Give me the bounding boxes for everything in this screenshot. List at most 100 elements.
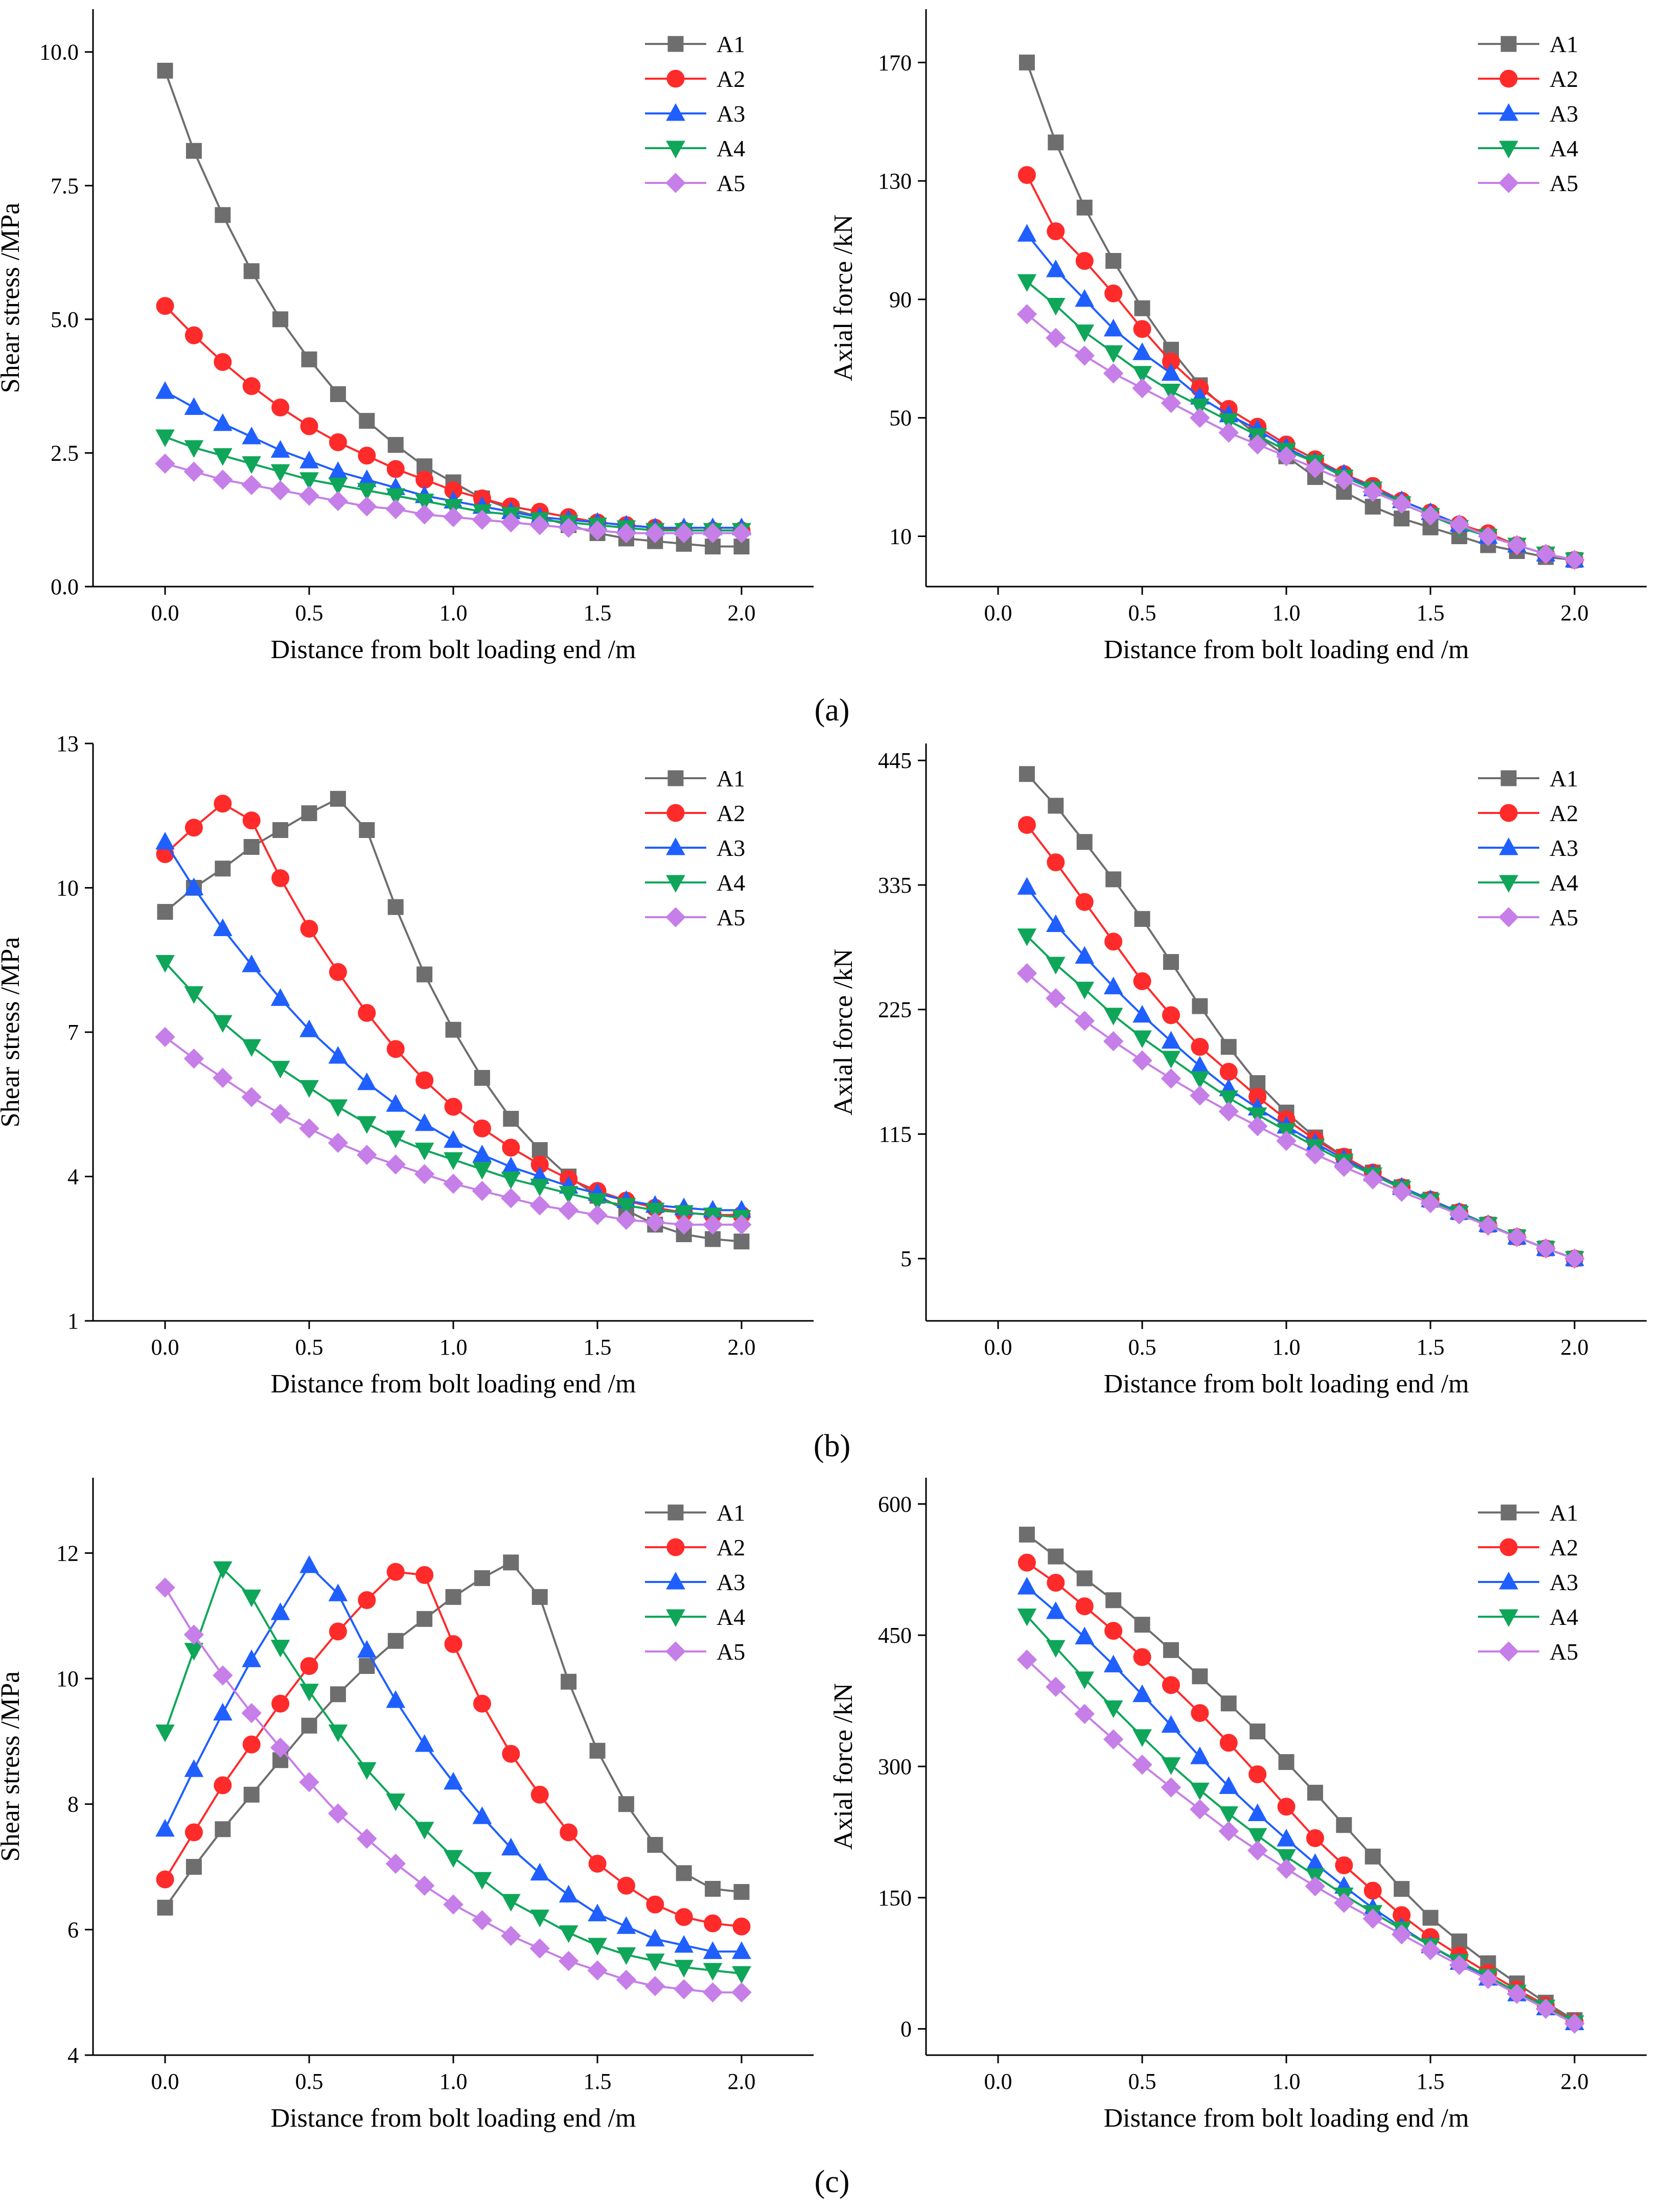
- data-point-A1: [272, 822, 289, 838]
- data-point-A2: [560, 1823, 578, 1842]
- x-tick-label: 0.5: [295, 1335, 323, 1360]
- legend-marker-A1: [1500, 770, 1517, 786]
- data-point-A4: [1017, 928, 1037, 946]
- data-point-A1: [157, 62, 173, 79]
- legend-marker-A4: [1499, 1609, 1518, 1627]
- data-point-A3: [1046, 1601, 1066, 1619]
- data-point-A3: [1103, 976, 1123, 994]
- data-point-A5: [1247, 1840, 1268, 1861]
- series-A5: [155, 1027, 752, 1235]
- data-point-A5: [1391, 1181, 1412, 1202]
- data-point-A2: [214, 795, 232, 813]
- data-point-A3: [732, 1941, 751, 1959]
- data-point-A1: [301, 1717, 317, 1734]
- data-point-A4: [530, 1910, 550, 1927]
- series-A5: [1016, 963, 1585, 1269]
- data-point-A1: [417, 966, 433, 983]
- data-point-A5: [1247, 434, 1268, 455]
- data-point-A5: [213, 1067, 233, 1088]
- data-point-A1: [1365, 1848, 1381, 1865]
- data-point-A5: [645, 1212, 665, 1232]
- data-point-A4: [328, 477, 348, 496]
- data-point-A1: [474, 1069, 490, 1086]
- data-point-A2: [329, 963, 347, 981]
- data-point-A2: [1191, 1704, 1209, 1722]
- data-point-A4: [328, 1099, 348, 1117]
- data-point-A5: [155, 453, 175, 474]
- data-point-A5: [443, 507, 464, 527]
- y-tick-label: 600: [878, 1492, 912, 1517]
- series-A1: [157, 1554, 750, 1916]
- legend-label-A2: A2: [717, 1534, 745, 1561]
- data-point-A1: [1048, 798, 1064, 814]
- y-axis-title: Shear stress /MPa: [0, 937, 25, 1128]
- data-point-A1: [1134, 911, 1150, 927]
- data-point-A5: [1305, 458, 1326, 478]
- data-point-A2: [1363, 1881, 1382, 1900]
- data-point-A1: [330, 386, 346, 402]
- data-point-A3: [155, 1819, 175, 1837]
- data-point-A4: [645, 1202, 665, 1221]
- data-point-A1: [1336, 1817, 1352, 1833]
- data-point-A3: [299, 1555, 319, 1573]
- data-point-A5: [616, 523, 637, 544]
- data-point-A2: [156, 297, 174, 315]
- data-point-A3: [645, 1928, 665, 1947]
- data-point-A1: [1105, 253, 1122, 269]
- x-tick-label: 1.5: [1417, 1335, 1445, 1360]
- data-point-A1: [157, 1899, 173, 1916]
- x-tick-label: 1.0: [440, 2069, 468, 2094]
- data-point-A4: [155, 429, 175, 448]
- data-point-A2: [358, 447, 376, 465]
- data-point-A3: [386, 1094, 406, 1112]
- y-tick-label: 335: [878, 873, 912, 898]
- data-point-A4: [386, 1794, 406, 1811]
- data-point-A2: [704, 1914, 722, 1932]
- legend-label-A4: A4: [1550, 1604, 1578, 1630]
- data-point-A1: [531, 1589, 548, 1605]
- data-point-A5: [1535, 544, 1556, 564]
- x-axis-title: Distance from bolt loading end /m: [1104, 1369, 1469, 1399]
- data-point-A2: [1277, 1798, 1296, 1816]
- data-point-A2: [502, 1744, 520, 1763]
- data-point-A5: [472, 1910, 493, 1930]
- data-point-A3: [1190, 1747, 1210, 1764]
- y-axis-title: Shear stress /MPa: [0, 203, 25, 393]
- data-point-A1: [215, 860, 231, 877]
- data-point-A2: [1162, 1006, 1180, 1024]
- data-point-A4: [645, 1953, 665, 1971]
- data-point-A4: [674, 1960, 694, 1978]
- legend-label-A2: A2: [1550, 800, 1578, 826]
- legend-label-A3: A3: [717, 101, 745, 127]
- data-point-A5: [443, 1894, 464, 1915]
- data-point-A5: [1420, 1940, 1441, 1961]
- data-point-A2: [300, 920, 318, 938]
- data-point-A4: [357, 483, 377, 501]
- y-tick-label: 4: [67, 1165, 79, 1190]
- data-point-A3: [1103, 1655, 1123, 1672]
- data-point-A5: [241, 1087, 262, 1107]
- data-point-A1: [1250, 1724, 1266, 1740]
- data-point-A3: [155, 381, 175, 399]
- data-point-A5: [1276, 1858, 1297, 1879]
- data-point-A4: [588, 1938, 607, 1956]
- x-tick-label: 2.0: [1561, 600, 1589, 625]
- data-point-A5: [1564, 1248, 1585, 1269]
- data-point-A1: [618, 1796, 634, 1812]
- x-tick-label: 2.0: [1561, 2069, 1589, 2094]
- x-tick-label: 1.0: [1273, 600, 1301, 625]
- data-point-A5: [1046, 988, 1066, 1009]
- data-point-A4: [270, 464, 290, 482]
- legend-marker-A5: [665, 907, 686, 927]
- data-point-A5: [472, 1181, 493, 1201]
- data-point-A2: [242, 1735, 261, 1754]
- data-point-A5: [183, 1049, 204, 1069]
- data-point-A5: [501, 1188, 521, 1208]
- data-point-A5: [1016, 304, 1037, 324]
- data-point-A2: [1335, 1856, 1353, 1874]
- data-point-A5: [299, 1772, 319, 1792]
- data-point-A4: [299, 1080, 319, 1098]
- data-point-A3: [1133, 1684, 1152, 1703]
- legend-marker-A1: [667, 1504, 684, 1521]
